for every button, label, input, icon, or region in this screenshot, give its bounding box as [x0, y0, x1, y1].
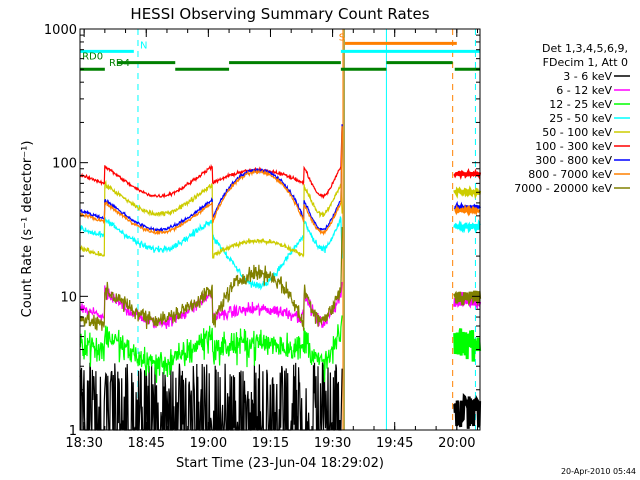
series-line-resumed-7 — [454, 203, 481, 217]
series-line-7 — [79, 126, 343, 236]
series-line-5 — [79, 124, 343, 200]
y-tick-label-3: 1000 — [44, 23, 77, 38]
x-tick-label-2: 19:00 — [190, 436, 227, 451]
plot-frame — [79, 28, 481, 431]
series-line-0 — [79, 362, 343, 431]
y-tick-label-0: 1 — [69, 424, 77, 439]
legend-item-1: 6 - 12 keV — [556, 84, 612, 97]
series-line-resumed-0 — [453, 393, 482, 429]
legend-item-4: 50 - 100 keV — [542, 126, 612, 139]
flag-label-0: N — [140, 40, 147, 51]
chart-title: HESSI Observing Summary Count Rates — [130, 5, 429, 23]
legend-item-2: 12 - 25 keV — [549, 98, 612, 111]
legend: Det 1,3,4,5,6,9,FDecim 1, Att 03 - 6 keV… — [514, 42, 630, 195]
x-tick-label-6: 20:00 — [438, 436, 475, 451]
series-line-resumed-3 — [453, 219, 481, 234]
legend-item-0: 3 - 6 keV — [563, 70, 612, 83]
series-line-2 — [79, 315, 343, 383]
series-line-4 — [79, 179, 343, 259]
footer-date: 20-Apr-2010 05:44 — [561, 467, 636, 476]
legend-item-3: 25 - 50 keV — [549, 112, 612, 125]
y-axis-label: Count Rate (s⁻¹ detector⁻¹) — [20, 141, 35, 318]
legend-header-0: Det 1,3,4,5,6,9, — [542, 42, 628, 55]
flag-label-2: RD4 — [109, 58, 130, 69]
series-line-8 — [79, 226, 343, 331]
series-line-resumed-4 — [453, 185, 482, 200]
flag-label-3: S — [339, 32, 345, 43]
series-line-6 — [79, 124, 343, 233]
flag-label-1: RD0 — [82, 52, 103, 63]
legend-item-7: 800 - 7000 keV — [528, 168, 612, 181]
x-tick-label-5: 19:45 — [376, 436, 413, 451]
y-tick-label-1: 10 — [60, 290, 77, 305]
x-axis: 18:30 18:45 19:00 19:15 19:30 19:45 20:00 — [65, 29, 479, 451]
series-line-3 — [79, 216, 343, 291]
y-axis: 1 10 100 1000 — [44, 23, 480, 439]
legend-header-1: FDecim 1, Att 0 — [543, 56, 628, 69]
y-tick-label-2: 100 — [52, 157, 77, 172]
x-tick-label-4: 19:30 — [314, 436, 351, 451]
x-axis-label: Start Time (23-Jun-04 18:29:02) — [176, 456, 384, 471]
x-tick-label-3: 19:15 — [252, 436, 289, 451]
series-line-resumed-2 — [453, 328, 482, 362]
legend-item-8: 7000 - 20000 keV — [514, 182, 612, 195]
series-line-resumed-8 — [453, 290, 482, 307]
legend-item-6: 300 - 800 keV — [535, 154, 612, 167]
series-line-resumed-5 — [453, 167, 482, 181]
x-tick-label-1: 18:45 — [128, 436, 165, 451]
x-tick-label-0: 18:30 — [65, 436, 102, 451]
plot-area: N RD0 RD4 S — [79, 29, 482, 431]
legend-item-5: 100 - 300 keV — [535, 140, 612, 153]
